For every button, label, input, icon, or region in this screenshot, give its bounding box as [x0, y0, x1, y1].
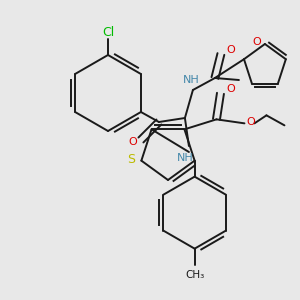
Text: O: O	[226, 84, 235, 94]
Text: S: S	[128, 153, 135, 166]
Text: O: O	[128, 137, 137, 147]
Text: O: O	[253, 37, 261, 47]
Text: CH₃: CH₃	[185, 270, 204, 280]
Text: NH: NH	[176, 153, 193, 163]
Text: O: O	[246, 117, 255, 127]
Text: NH: NH	[182, 75, 199, 85]
Text: Cl: Cl	[102, 26, 114, 40]
Text: O: O	[226, 45, 235, 55]
